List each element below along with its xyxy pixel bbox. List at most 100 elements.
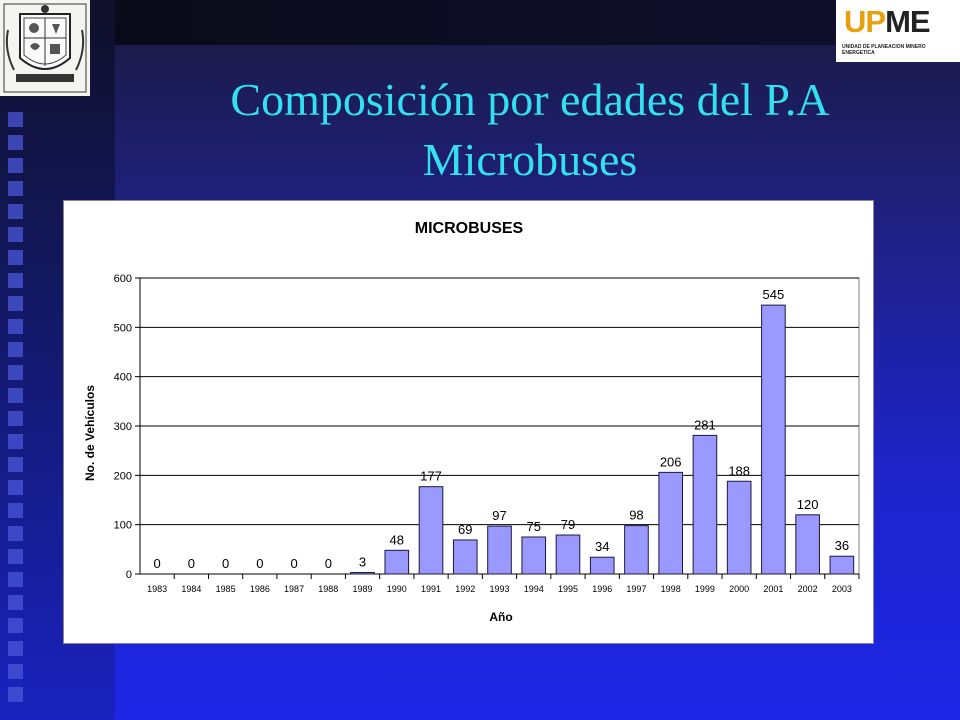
x-tick-label: 2002 bbox=[798, 584, 818, 594]
x-axis-label: Año bbox=[489, 610, 512, 624]
bar bbox=[452, 539, 478, 575]
decorative-square bbox=[8, 181, 23, 196]
bar bbox=[418, 486, 444, 575]
decorative-square bbox=[8, 457, 23, 472]
x-tick-label: 1995 bbox=[558, 584, 578, 594]
decorative-square bbox=[8, 204, 23, 219]
y-tick-label: 400 bbox=[114, 372, 132, 384]
decorative-square bbox=[8, 135, 23, 150]
decorative-square bbox=[8, 526, 23, 541]
data-label: 281 bbox=[694, 417, 716, 432]
decorative-square bbox=[8, 250, 23, 265]
bar bbox=[692, 434, 718, 575]
data-label: 0 bbox=[290, 556, 297, 571]
bar bbox=[624, 525, 649, 575]
y-tick-label: 0 bbox=[126, 569, 132, 581]
logo-sub-text: UNIDAD DE PLANEACION MINERO ENERGETICA bbox=[842, 44, 926, 56]
data-label: 0 bbox=[154, 556, 161, 571]
data-label: 97 bbox=[492, 508, 506, 523]
data-label: 34 bbox=[595, 539, 609, 554]
decorative-square bbox=[8, 549, 23, 564]
slide-title-line1: Composición por edades del P.A bbox=[230, 74, 830, 125]
decorative-square bbox=[8, 503, 23, 518]
data-label: 75 bbox=[527, 519, 541, 534]
y-tick-label: 300 bbox=[114, 421, 132, 433]
x-tick-label: 1983 bbox=[147, 584, 167, 594]
data-label: 98 bbox=[629, 508, 643, 523]
x-tick-label: 2003 bbox=[832, 584, 852, 594]
bar bbox=[521, 536, 547, 575]
decorative-square bbox=[8, 687, 23, 702]
x-tick-label: 1991 bbox=[421, 584, 441, 594]
data-label: 0 bbox=[222, 556, 229, 571]
decorative-square bbox=[8, 618, 23, 633]
x-tick-label: 2001 bbox=[763, 584, 783, 594]
bar bbox=[487, 525, 512, 575]
x-tick-label: 1986 bbox=[250, 584, 270, 594]
bar bbox=[589, 556, 615, 575]
slide-title: Composición por edades del P.A Microbuse… bbox=[140, 70, 920, 190]
data-label: 3 bbox=[359, 555, 366, 570]
data-label: 120 bbox=[797, 497, 819, 512]
x-tick-label: 2000 bbox=[729, 584, 749, 594]
decorative-square bbox=[8, 411, 23, 426]
decorative-square bbox=[8, 434, 23, 449]
bar bbox=[384, 549, 410, 575]
data-label: 0 bbox=[256, 556, 263, 571]
chart-panel: MICROBUSES No. de Vehículos Año 0 100 200 3… bbox=[63, 200, 874, 644]
x-tick-label: 1985 bbox=[216, 584, 236, 594]
x-tick-label: 1996 bbox=[592, 584, 612, 594]
top-decorative-band bbox=[115, 0, 960, 45]
x-tick-label: 1987 bbox=[284, 584, 304, 594]
y-tick-label: 500 bbox=[114, 322, 132, 334]
y-tick-label: 200 bbox=[114, 470, 132, 482]
data-label: 0 bbox=[325, 556, 332, 571]
data-label: 79 bbox=[561, 517, 575, 532]
bar bbox=[726, 480, 752, 575]
decorative-square bbox=[8, 342, 23, 357]
data-label: 36 bbox=[835, 538, 849, 553]
slide-title-line2: Microbuses bbox=[422, 134, 638, 185]
bar-chart: MICROBUSES No. de Vehículos Año 01002003… bbox=[83, 220, 860, 624]
x-tick-label: 1984 bbox=[181, 584, 201, 594]
decorative-square bbox=[8, 319, 23, 334]
x-tick-label: 1992 bbox=[455, 584, 475, 594]
x-tick-label: 1994 bbox=[524, 584, 544, 594]
chart-title: MICROBUSES bbox=[415, 220, 524, 237]
x-tick-label: 1999 bbox=[695, 584, 715, 594]
decorative-square bbox=[8, 273, 23, 288]
bar bbox=[795, 514, 820, 575]
upme-logo: UPME UNIDAD DE PLANEACION MINERO ENERGET… bbox=[836, 0, 960, 62]
decorative-square bbox=[8, 595, 23, 610]
bar bbox=[761, 304, 786, 575]
decorative-square bbox=[8, 296, 23, 311]
decorative-square bbox=[8, 158, 23, 173]
y-tick-label: 600 bbox=[114, 273, 132, 285]
decorative-square bbox=[8, 664, 23, 679]
x-tick-label: 1990 bbox=[387, 584, 407, 594]
decorative-square bbox=[8, 227, 23, 242]
y-tick-label: 100 bbox=[114, 520, 132, 532]
x-tick-label: 1988 bbox=[318, 584, 338, 594]
y-axis-label: No. de Vehículos bbox=[83, 385, 97, 481]
x-tick-label: 1989 bbox=[353, 584, 373, 594]
x-tick-label: 1997 bbox=[626, 584, 646, 594]
bar bbox=[829, 555, 855, 575]
decorative-square bbox=[8, 112, 23, 127]
bar bbox=[658, 471, 684, 575]
data-label: 206 bbox=[660, 454, 682, 469]
data-label: 188 bbox=[728, 463, 750, 478]
data-label: 0 bbox=[188, 556, 195, 571]
data-label: 177 bbox=[420, 469, 442, 484]
x-tick-label: 1993 bbox=[489, 584, 509, 594]
data-label: 545 bbox=[763, 287, 785, 302]
decorative-square bbox=[8, 365, 23, 380]
data-label: 48 bbox=[390, 532, 404, 547]
decorative-square bbox=[8, 641, 23, 656]
coat-of-arms-icon bbox=[0, 0, 90, 96]
decorative-square bbox=[8, 388, 23, 403]
x-tick-label: 1998 bbox=[661, 584, 681, 594]
decorative-squares bbox=[8, 112, 24, 710]
decorative-square bbox=[8, 572, 23, 587]
data-label: 69 bbox=[458, 522, 472, 537]
